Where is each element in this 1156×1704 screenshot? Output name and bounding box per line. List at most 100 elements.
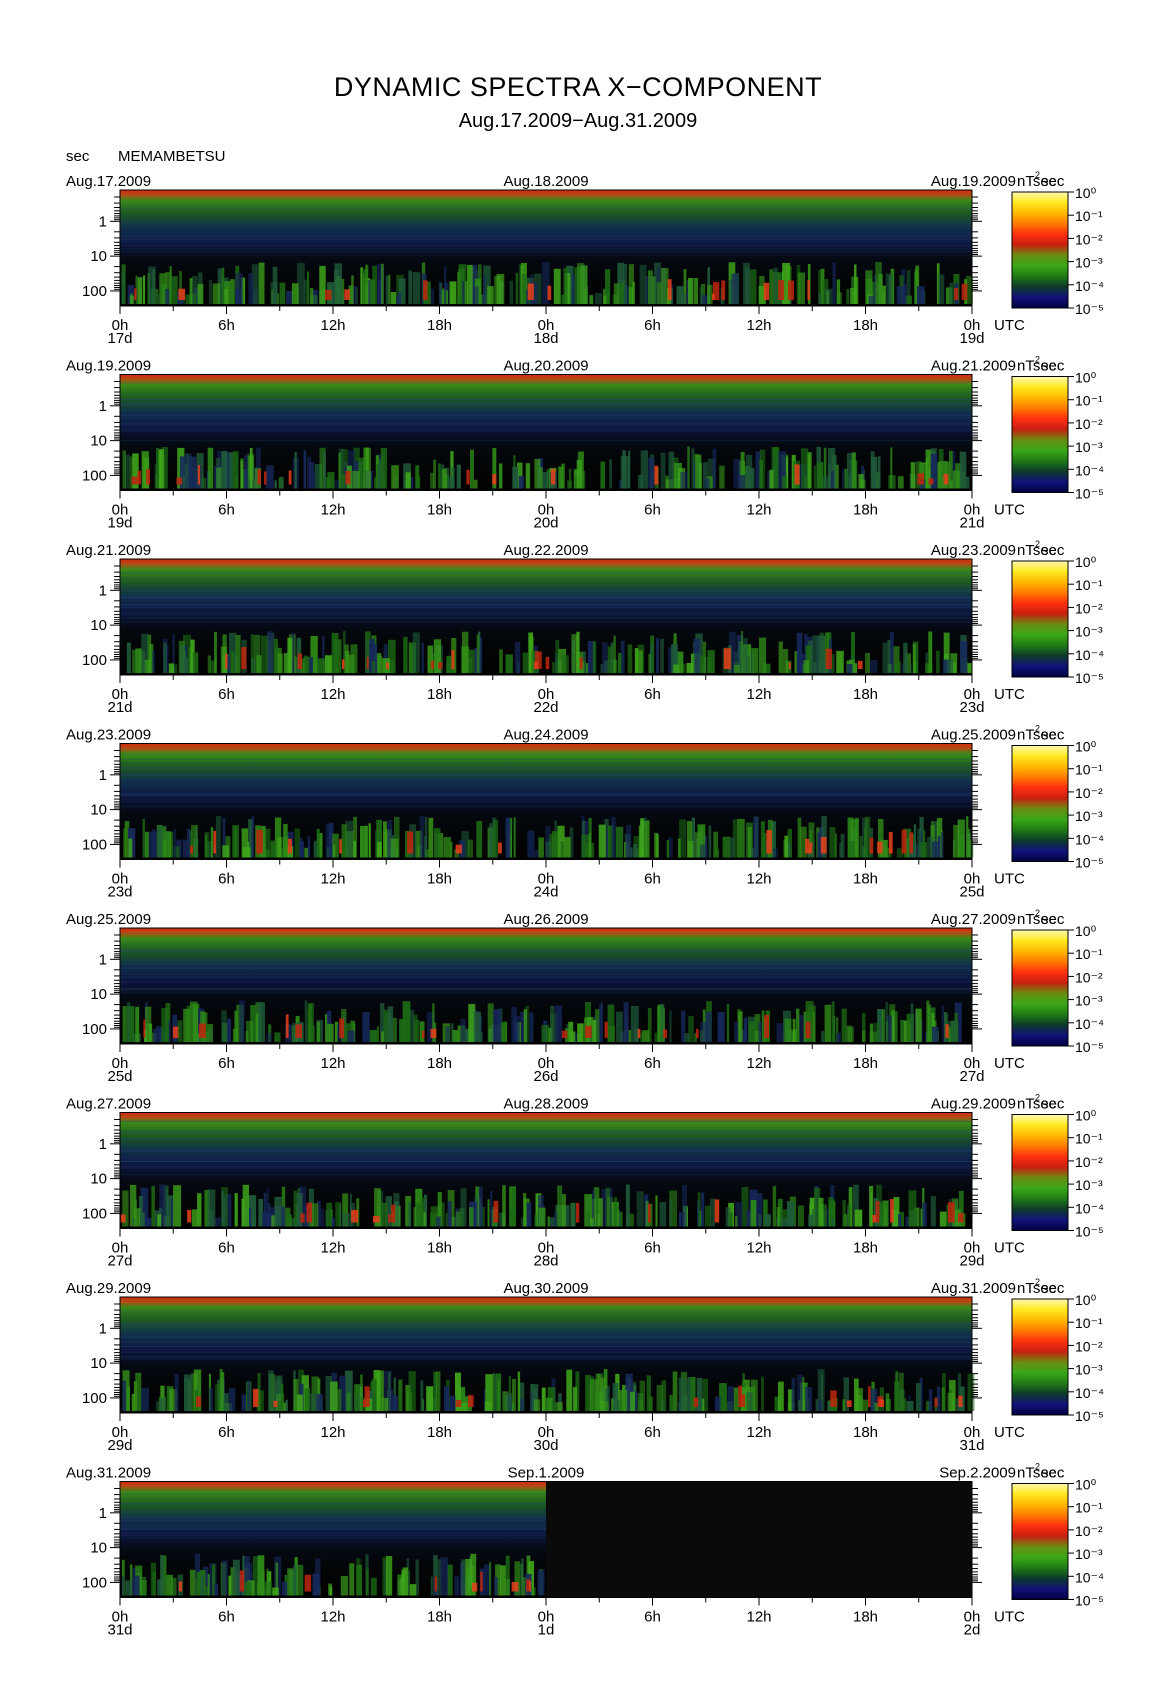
spectral-peak [830, 1390, 837, 1407]
spectral-burst [166, 1195, 174, 1227]
colorbar-scale [1011, 376, 1069, 493]
spectrogram-band [120, 614, 972, 616]
spectral-burst [638, 475, 643, 489]
spectral-burst [309, 462, 315, 489]
spectral-burst [922, 830, 926, 858]
spectral-burst [847, 817, 854, 858]
spectral-burst [161, 447, 168, 489]
spectral-burst [505, 654, 513, 673]
spectral-burst [691, 817, 695, 858]
spectral-burst [512, 466, 519, 489]
spectral-burst [630, 1006, 639, 1042]
spectral-burst [492, 820, 499, 858]
spectral-peak [857, 660, 863, 669]
spectral-burst [832, 1015, 836, 1042]
spectral-peak [213, 830, 217, 854]
spectral-burst [865, 278, 873, 304]
spectral-burst [682, 1185, 687, 1227]
spectral-peak [391, 1204, 396, 1223]
colorbar-tick-label: 10⁻⁵ [1075, 670, 1104, 686]
spectral-burst [668, 451, 674, 489]
spectral-peak [137, 470, 141, 485]
x-tick-label: 12h [746, 1055, 771, 1072]
x-tick-label: 18h [427, 686, 452, 703]
spectral-burst [808, 1214, 814, 1227]
spectral-burst [824, 1004, 832, 1042]
spectral-burst [209, 1387, 213, 1411]
colorbar-tick-label: 10⁻⁴ [1075, 462, 1104, 478]
colorbar-unit-sec: sec [1041, 358, 1065, 375]
spectral-burst [160, 1555, 164, 1596]
spectral-burst [693, 278, 699, 304]
spectral-burst [947, 659, 954, 673]
spectral-burst [728, 631, 736, 673]
spectral-peak [120, 1214, 126, 1223]
spectral-burst [221, 267, 225, 304]
day-label: 18d [533, 330, 558, 347]
spectral-burst [464, 1396, 472, 1411]
spectral-burst [541, 1024, 548, 1042]
spectral-burst [617, 1400, 620, 1411]
spectral-burst [256, 655, 262, 673]
spectral-burst [673, 664, 680, 673]
spectral-burst [906, 1401, 914, 1411]
spectral-peak [763, 282, 770, 300]
spectral-burst [473, 1011, 481, 1042]
colorbar-tick-label: 10⁻³ [1075, 1362, 1103, 1378]
spectral-burst [846, 289, 850, 304]
spectral-burst [575, 1371, 580, 1411]
x-tick-label: 6h [644, 686, 661, 703]
y-tick-label: 100 [82, 1021, 107, 1038]
spectral-burst [828, 448, 836, 489]
spectrogram-band [120, 606, 972, 608]
spectral-peak [264, 471, 267, 485]
spectral-burst [462, 280, 465, 304]
spectral-burst [853, 663, 858, 673]
spectral-burst [131, 1393, 135, 1411]
spectrogram-band [120, 1174, 972, 1176]
spectral-burst [542, 262, 550, 304]
spectral-burst [292, 1022, 298, 1042]
spectral-burst [322, 636, 325, 673]
spectral-peak [909, 832, 913, 854]
spectral-burst [749, 269, 757, 304]
spectral-burst [299, 840, 305, 858]
panel-center-date: Aug.30.2009 [503, 1280, 588, 1297]
spectral-burst [717, 1012, 725, 1042]
spectral-burst [461, 1559, 465, 1596]
spectral-burst [207, 1024, 213, 1042]
spectral-burst [152, 1028, 159, 1042]
spectral-burst [659, 1202, 667, 1227]
day-label: 20d [533, 515, 558, 532]
spectrogram-band [120, 244, 972, 245]
spectral-burst [782, 649, 789, 673]
spectral-burst [640, 818, 644, 858]
spectral-burst [858, 474, 864, 489]
spectral-burst [214, 631, 217, 673]
spectral-burst [483, 1564, 491, 1596]
spectral-burst [676, 651, 684, 673]
spectral-burst [603, 295, 607, 304]
spectrogram-band [120, 413, 972, 415]
colorbar-tick-label: 10⁻³ [1075, 439, 1103, 455]
spectral-burst [374, 477, 380, 489]
spectral-burst [498, 463, 503, 489]
spectral-burst [771, 821, 776, 858]
spectrogram-band [120, 762, 972, 764]
spectrogram-band [120, 990, 972, 992]
spectrogram-band [120, 992, 972, 994]
spectral-burst [138, 1196, 143, 1227]
colorbar-unit-exponent: 2 [1035, 355, 1040, 365]
spectral-burst [949, 450, 953, 489]
panel-center-date: Aug.24.2009 [503, 727, 588, 744]
spectrogram-band [120, 1346, 972, 1347]
spectral-burst [533, 1399, 541, 1411]
spectral-burst [666, 840, 669, 858]
spectral-burst [520, 1011, 527, 1042]
spectral-burst [864, 816, 871, 858]
spectral-burst [633, 836, 641, 858]
spectral-burst [628, 264, 634, 304]
